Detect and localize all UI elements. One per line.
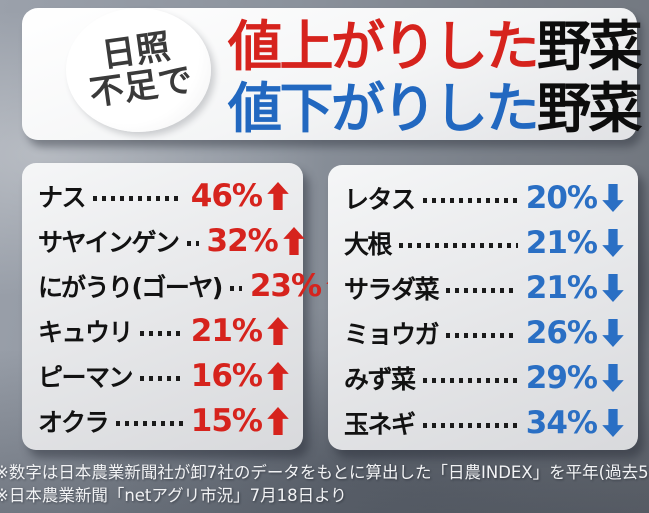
- down-arrow-icon: [602, 273, 624, 302]
- price-row: レタス 20%: [344, 175, 624, 220]
- percent-value: 16%: [190, 357, 263, 394]
- percent-value: 20%: [525, 179, 598, 216]
- up-arrow-icon: [267, 406, 289, 435]
- vegetable-name: ナス: [38, 182, 87, 212]
- percent-value: 26%: [525, 314, 598, 351]
- vegetable-name: にがうり(ゴーヤ): [38, 272, 223, 302]
- title-block: 値上がりした野菜 値下がりした野菜: [228, 15, 643, 140]
- badge-text: 日照 不足で: [82, 27, 195, 114]
- dot-leader: [140, 331, 183, 336]
- dot-leader: [422, 378, 518, 383]
- title-down-colored: 値下がりした: [228, 77, 540, 140]
- footnote-line-1: ※数字は日本農業新聞社が卸7社のデータをもとに算出した「日農INDEX」を平年(…: [0, 463, 649, 482]
- down-arrow-icon: [602, 408, 624, 437]
- footnote-line-2: ※日本農業新聞「netアグリ市況」7月18日より: [0, 486, 347, 505]
- vegetable-name: サラダ菜: [344, 274, 440, 304]
- up-arrow-icon: [267, 316, 289, 345]
- vegetable-name: オクラ: [38, 407, 110, 437]
- dot-leader: [446, 333, 518, 338]
- footnotes: ※数字は日本農業新聞社が卸7社のデータをもとに算出した「日農INDEX」を平年(…: [0, 461, 649, 507]
- percent-value: 21%: [525, 269, 598, 306]
- title-price-up: 値上がりした野菜: [228, 15, 643, 78]
- price-row: ピーマン 16%: [38, 353, 289, 398]
- vegetable-name: レタス: [344, 184, 416, 214]
- price-row: 大根 21%: [344, 220, 624, 265]
- dot-leader: [186, 241, 199, 246]
- dot-leader: [140, 376, 183, 381]
- vegetable-name: 玉ネギ: [344, 409, 416, 439]
- sunshine-shortage-badge: 日照 不足で: [66, 8, 211, 132]
- price-up-panel: ナス 46% サヤインゲン 32% にがうり(ゴーヤ) 23% キュウリ 21%…: [22, 163, 348, 450]
- up-arrow-icon: [267, 181, 289, 210]
- price-row: サヤインゲン 32%: [38, 218, 305, 263]
- price-down-panel: レタス 20% 大根 21% サラダ菜 21% ミョウガ 26% みず菜: [328, 165, 638, 450]
- percent-value: 34%: [525, 404, 598, 441]
- dot-leader: [422, 198, 518, 203]
- percent-value: 32%: [206, 222, 279, 259]
- percent-value: 46%: [190, 177, 263, 214]
- title-up-colored: 値上がりした: [228, 15, 540, 78]
- down-arrow-icon: [602, 363, 624, 392]
- dot-leader: [229, 286, 242, 291]
- percent-value: 29%: [525, 359, 598, 396]
- price-row: サラダ菜 21%: [344, 265, 624, 310]
- percent-value: 23%: [249, 267, 322, 304]
- dot-leader: [399, 243, 518, 248]
- dot-leader: [422, 423, 518, 428]
- percent-value: 21%: [525, 224, 598, 261]
- vegetable-name: ピーマン: [38, 362, 134, 392]
- up-arrow-icon: [267, 361, 289, 390]
- dot-leader: [93, 196, 183, 201]
- vegetable-name: キュウリ: [38, 317, 134, 347]
- vegetable-name: サヤインゲン: [38, 227, 180, 257]
- price-row: ミョウガ 26%: [344, 310, 624, 355]
- title-down-black: 野菜: [537, 77, 643, 140]
- price-row: オクラ 15%: [38, 398, 289, 443]
- header-panel: 日照 不足で 値上がりした野菜 値下がりした野菜: [22, 8, 643, 140]
- price-row: 玉ネギ 34%: [344, 400, 624, 445]
- dot-leader: [116, 421, 183, 426]
- price-row: ナス 46%: [38, 173, 289, 218]
- down-arrow-icon: [602, 228, 624, 257]
- percent-value: 21%: [190, 312, 263, 349]
- price-row: キュウリ 21%: [38, 308, 289, 353]
- percent-value: 15%: [190, 402, 263, 439]
- down-arrow-icon: [602, 318, 624, 347]
- vegetable-name: みず菜: [344, 364, 416, 394]
- title-price-down: 値下がりした野菜: [228, 77, 643, 140]
- price-row: みず菜 29%: [344, 355, 624, 400]
- price-row: にがうり(ゴーヤ) 23%: [38, 263, 348, 308]
- vegetable-name: 大根: [344, 229, 393, 259]
- up-arrow-icon: [282, 226, 305, 255]
- vegetable-name: ミョウガ: [344, 319, 440, 349]
- dot-leader: [446, 288, 518, 293]
- title-up-black: 野菜: [537, 15, 643, 78]
- down-arrow-icon: [602, 183, 624, 212]
